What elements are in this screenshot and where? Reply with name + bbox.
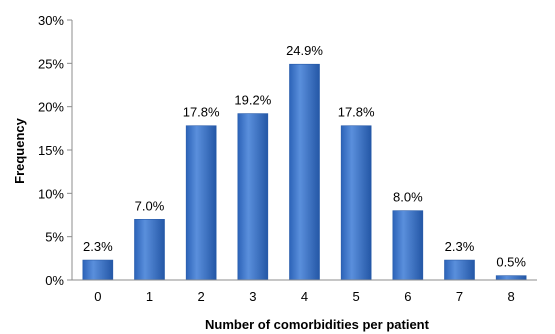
bar-4 [289,63,320,281]
x-tick-label: 0 [94,289,101,304]
data-labels: 2.3% 7.0% 17.8% 19.2% 24.9% 17.8% 8.0% 2.3% 0.5% [83,43,526,269]
x-tick-label: 4 [301,289,308,304]
bar-6 [392,210,424,281]
x-tick-label: 5 [353,289,360,304]
x-tick-label: 1 [146,289,153,304]
axes [67,19,537,281]
data-label: 24.9% [286,43,323,58]
y-tick-label: 15% [38,143,64,158]
y-tick-label: 20% [38,100,64,115]
bar-7 [444,259,475,281]
data-label: 17.8% [183,105,220,120]
x-tick-label: 8 [508,289,515,304]
bars [82,63,527,281]
data-label: 8.0% [393,190,423,205]
x-tick-labels: 0 1 2 3 4 5 6 7 8 [94,289,515,304]
y-tick-labels: 0% 5% 10% 15% 20% 25% 30% [38,13,64,288]
bar-2 [185,125,217,281]
y-tick-label: 5% [45,230,64,245]
y-tick-label: 10% [38,186,64,201]
x-tick-label: 2 [198,289,205,304]
data-label: 0.5% [496,255,526,270]
data-label: 2.3% [83,239,113,254]
data-label: 17.8% [338,105,375,120]
bar-5 [340,125,372,281]
data-label: 2.3% [445,239,475,254]
data-label: 7.0% [135,198,165,213]
bar-8 [495,275,527,281]
y-tick-label: 25% [38,56,64,71]
y-tick-label: 0% [45,273,64,288]
y-tick-label: 30% [38,13,64,28]
x-tick-label: 6 [404,289,411,304]
x-tick-label: 7 [456,289,463,304]
x-axis-title: Number of comorbidities per patient [205,317,430,332]
bar-3 [237,113,269,281]
x-tick-label: 3 [249,289,256,304]
bar-0 [82,259,114,281]
y-axis-title-group: Frequency [12,117,27,184]
y-axis-title: Frequency [12,117,27,184]
bar-1 [134,219,165,281]
data-label: 19.2% [234,93,271,108]
